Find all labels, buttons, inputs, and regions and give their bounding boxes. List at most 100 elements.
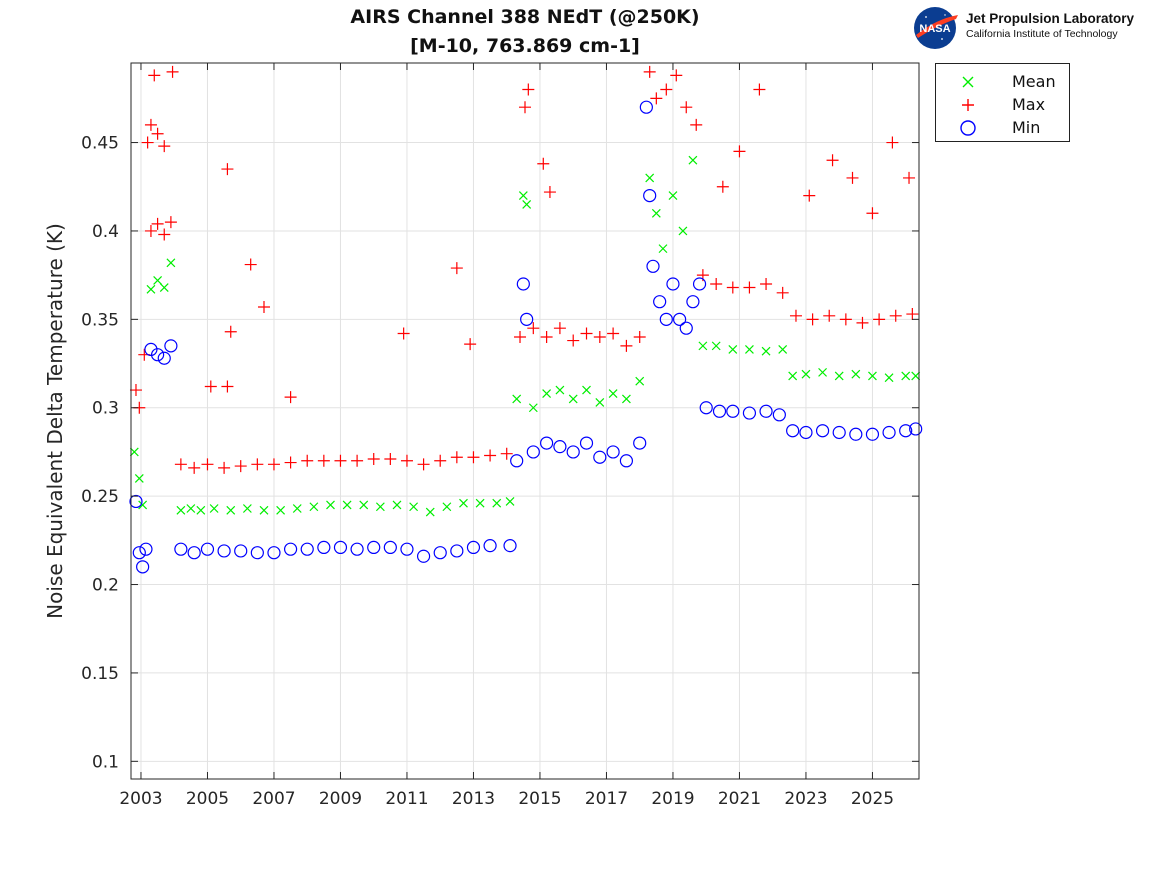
data-point-min: [849, 427, 863, 441]
data-point-min: [865, 427, 880, 441]
data-point-min: [643, 188, 657, 203]
data-point-min: [129, 494, 143, 509]
data-point-min: [383, 540, 397, 555]
data-point-mean: [635, 376, 645, 386]
data-point-mean: [309, 502, 319, 512]
data-point-min: [786, 424, 800, 438]
data-point-min: [267, 546, 281, 560]
chart-title-line2: [M-10, 763.869 cm-1]: [410, 35, 640, 57]
y-tick-label: 0.15: [81, 664, 119, 684]
data-point-min: [566, 445, 580, 459]
data-point-max: [141, 136, 154, 149]
data-point-mean: [425, 507, 435, 517]
data-point-max: [251, 458, 264, 471]
data-point-max: [129, 384, 142, 397]
data-point-mean: [129, 447, 139, 457]
data-point-max: [567, 334, 580, 347]
data-point-max: [367, 453, 380, 466]
data-point-min: [283, 542, 298, 556]
data-point-max: [710, 277, 723, 290]
data-point-min: [526, 445, 540, 459]
data-point-max: [826, 154, 839, 167]
data-point-max: [522, 83, 535, 96]
data-point-mean: [542, 389, 552, 399]
series-max: [129, 65, 919, 474]
data-point-min: [712, 404, 727, 418]
x-tick-label: 2005: [186, 789, 229, 809]
data-point-mean: [475, 498, 485, 508]
data-point-mean: [668, 191, 678, 201]
data-point-mean: [711, 341, 721, 351]
y-tick-label: 0.1: [92, 752, 119, 772]
data-point-max: [803, 189, 816, 202]
data-point-mean: [745, 344, 754, 354]
data-point-max: [201, 458, 214, 471]
nasa-seal-text: NASA: [919, 23, 950, 35]
data-point-mean: [375, 502, 385, 512]
jpl-name: Jet Propulsion Laboratory: [966, 11, 1135, 26]
data-point-max: [450, 262, 463, 275]
data-point-mean: [359, 500, 369, 510]
data-point-mean: [409, 502, 419, 512]
data-point-mean: [276, 505, 286, 515]
data-point-max: [267, 458, 280, 471]
data-point-min: [899, 424, 913, 438]
data-point-max: [284, 391, 297, 404]
data-point-min: [579, 436, 594, 450]
data-point-max: [776, 286, 789, 299]
data-point-max: [384, 453, 397, 466]
data-point-max: [540, 331, 553, 344]
data-point-mean: [834, 371, 844, 381]
data-point-max: [148, 69, 161, 82]
data-point-min: [679, 321, 693, 335]
legend-marker-mean: [962, 76, 974, 88]
data-point-min: [400, 542, 414, 556]
data-point-max: [284, 456, 297, 469]
data-point-mean: [608, 389, 618, 399]
data-point-mean: [518, 191, 528, 201]
data-point-min: [483, 539, 497, 553]
data-point-mean: [884, 373, 894, 383]
data-point-max: [467, 451, 480, 464]
data-point-mean: [582, 385, 591, 395]
data-point-max: [760, 277, 773, 290]
data-point-max: [537, 157, 550, 170]
data-point-max: [158, 228, 171, 241]
data-point-mean: [788, 371, 798, 381]
x-tick-label: 2003: [119, 789, 162, 809]
data-point-mean: [658, 244, 668, 254]
data-point-max: [166, 65, 179, 78]
data-point-max: [221, 163, 234, 176]
data-point-mean: [801, 369, 811, 379]
data-point-min: [553, 440, 567, 454]
data-point-min: [350, 542, 364, 556]
data-point-max: [221, 380, 234, 393]
data-point-max: [743, 281, 756, 294]
data-point-mean: [901, 371, 911, 381]
data-point-max: [144, 118, 157, 131]
x-tick-label: 2017: [585, 789, 628, 809]
data-point-mean: [459, 498, 468, 508]
data-point-mean: [442, 502, 452, 512]
legend-label-max: Max: [1012, 95, 1046, 114]
data-point-max: [158, 140, 171, 153]
data-point-max: [400, 454, 413, 467]
data-point-max: [174, 458, 187, 471]
data-point-max: [680, 101, 693, 114]
data-point-min: [659, 312, 673, 326]
data-point-mean: [226, 505, 236, 515]
x-tick-label: 2015: [518, 789, 561, 809]
data-point-min: [540, 436, 554, 450]
data-point-max: [527, 322, 540, 335]
data-point-max: [397, 327, 410, 340]
data-point-max: [417, 458, 430, 471]
data-point-max: [553, 322, 566, 335]
data-point-min: [759, 404, 773, 418]
legend-label-mean: Mean: [1012, 72, 1056, 91]
data-point-min: [799, 425, 813, 440]
y-axis-label: Noise Equivalent Delta Temperature (K): [43, 223, 67, 619]
data-point-max: [670, 69, 683, 82]
data-point-mean: [568, 394, 578, 404]
data-point-mean: [138, 500, 148, 510]
